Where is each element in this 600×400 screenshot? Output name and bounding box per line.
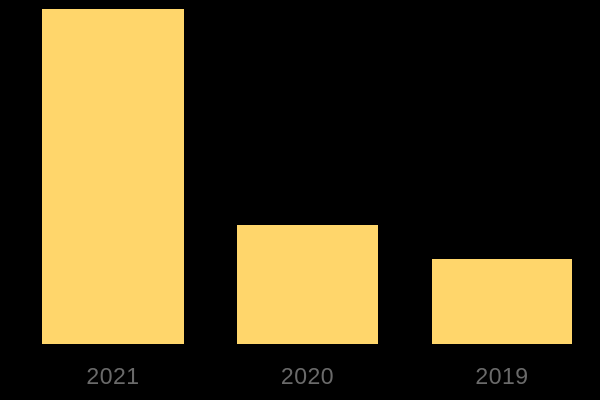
- bar-2020: [237, 225, 378, 344]
- bar-2021: [42, 9, 184, 344]
- plot-area: [42, 9, 572, 344]
- x-tick-label-2020: 2020: [280, 363, 335, 389]
- x-tick-label-2021: 2021: [86, 363, 140, 389]
- x-axis-labels: 2021 2020 2019: [0, 344, 600, 400]
- x-tick-label-2019: 2019: [475, 363, 529, 389]
- bar-2019: [432, 259, 572, 344]
